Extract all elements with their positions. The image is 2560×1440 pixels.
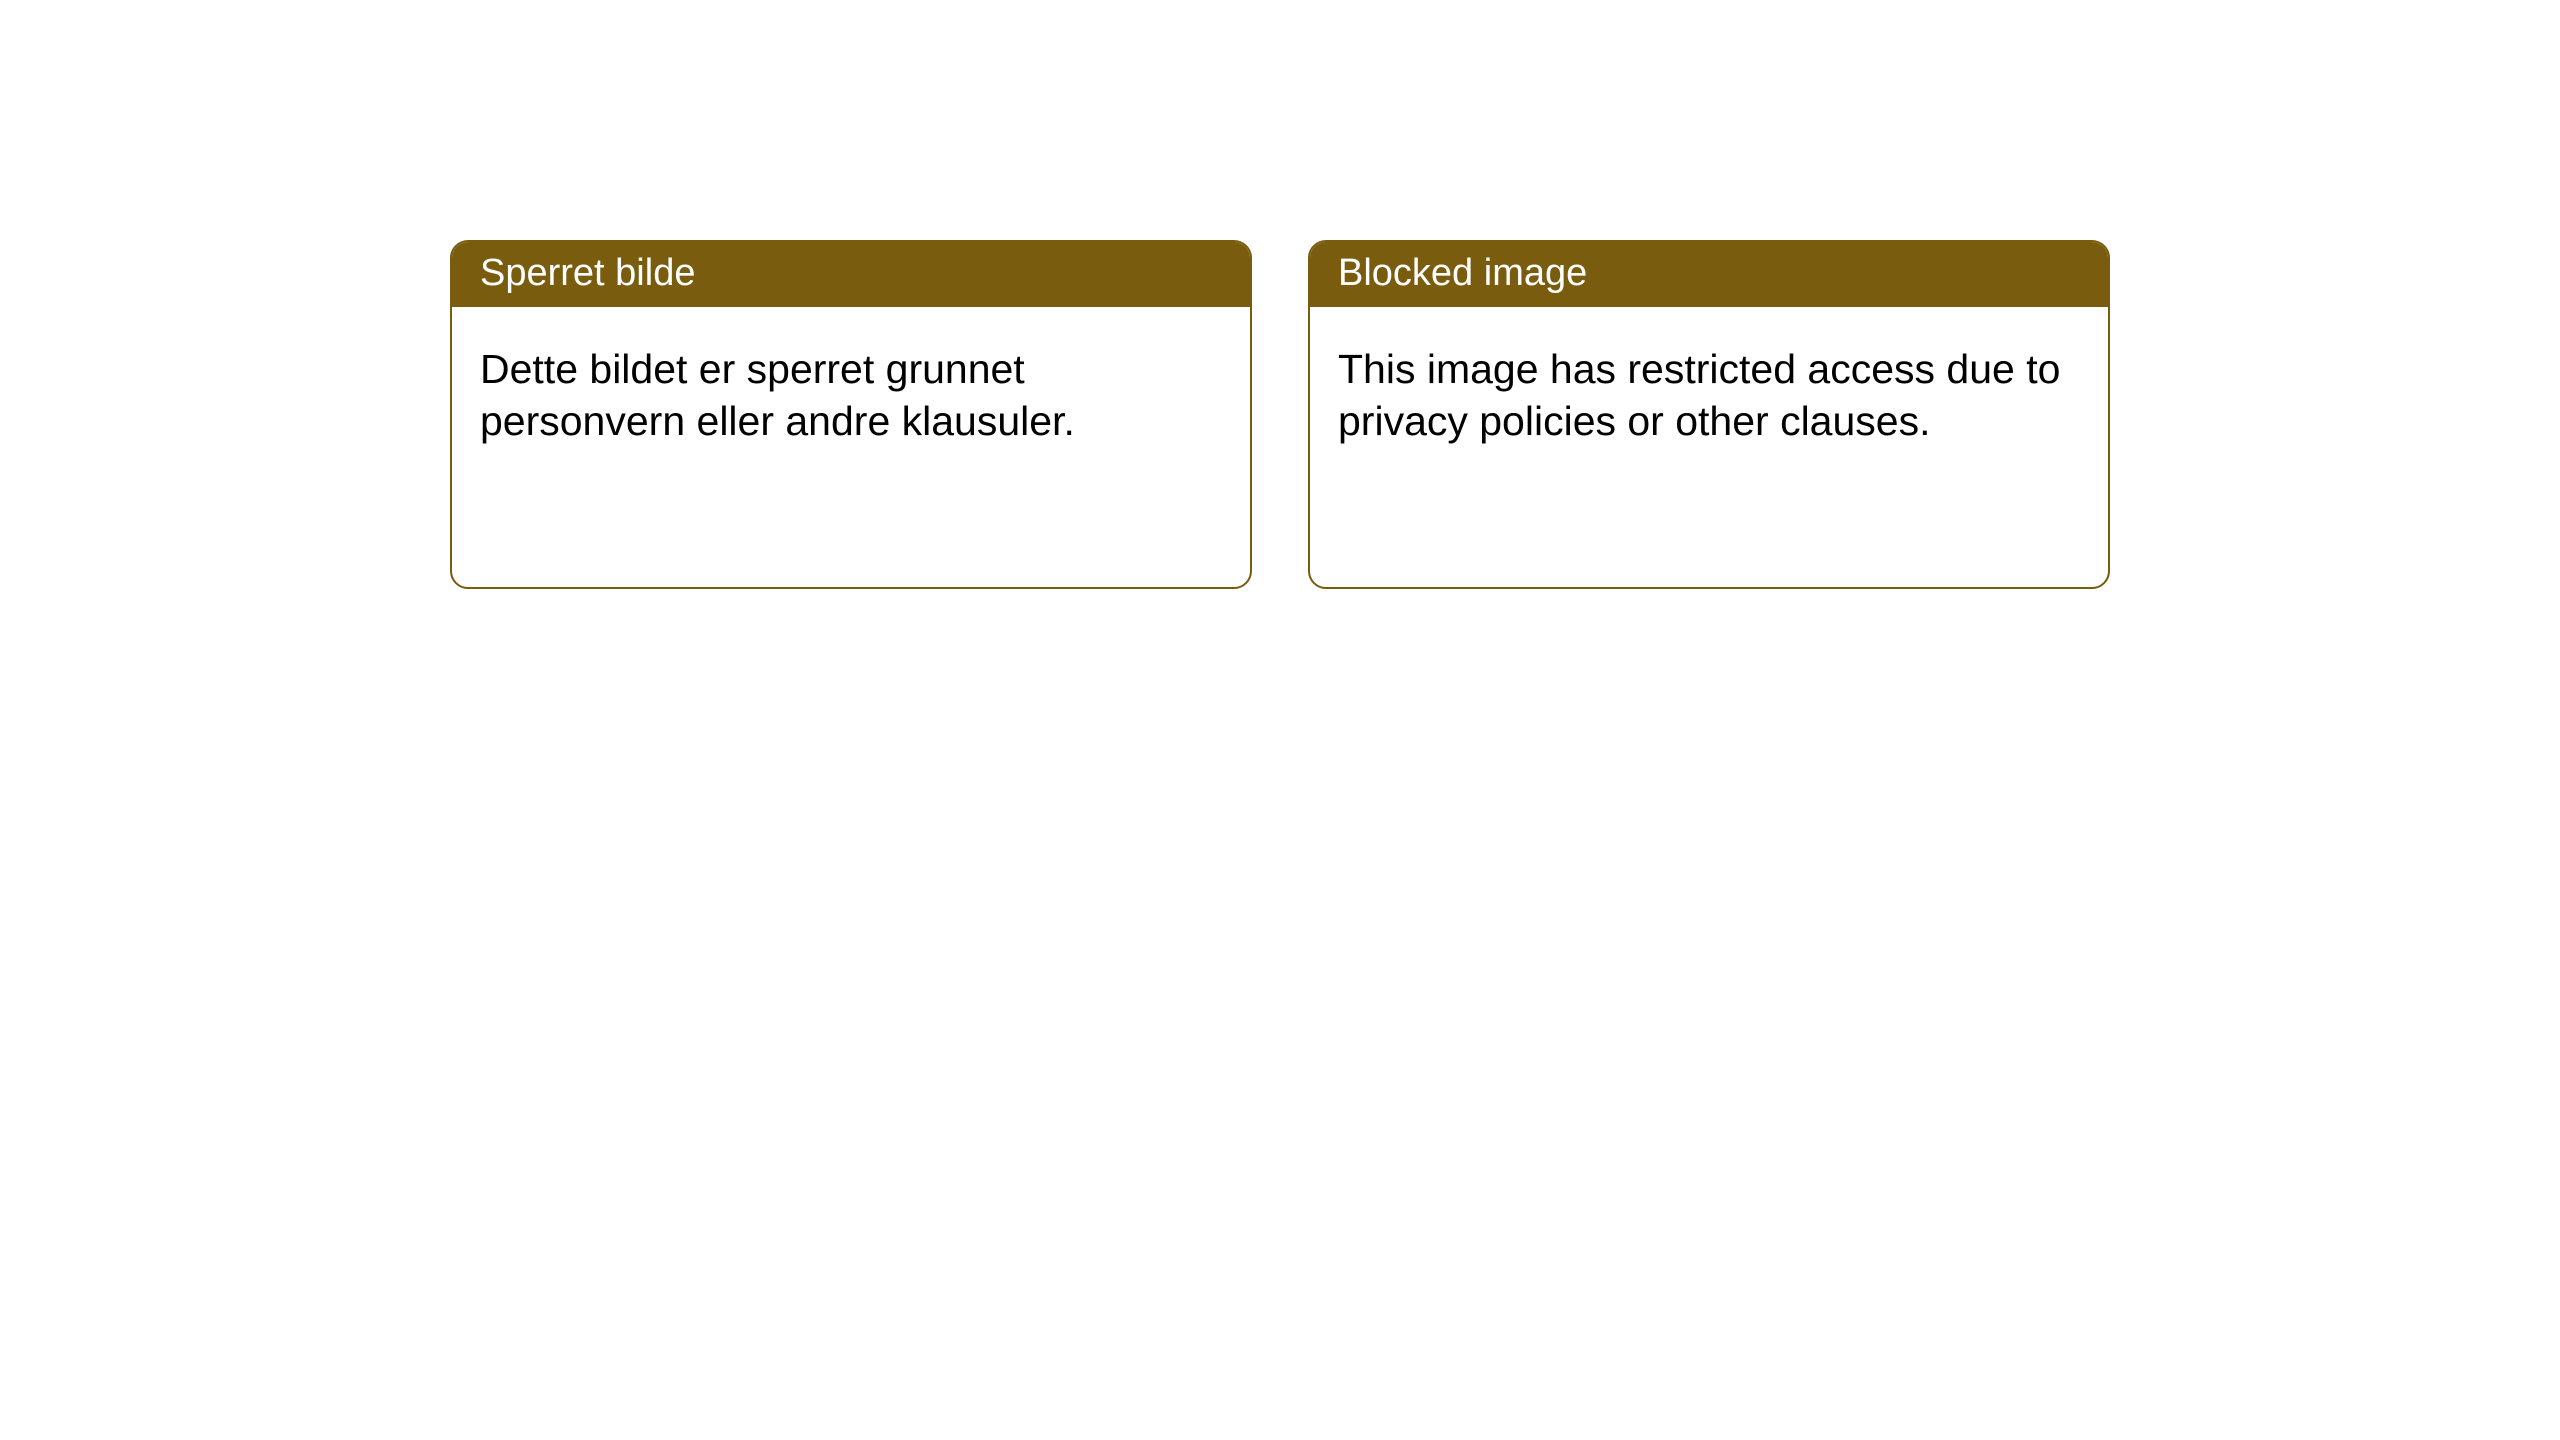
card-body: Dette bildet er sperret grunnet personve… bbox=[452, 307, 1250, 587]
card-title: Sperret bilde bbox=[480, 252, 695, 294]
blocked-image-card-en: Blocked image This image has restricted … bbox=[1308, 240, 2110, 589]
cards-container: Sperret bilde Dette bildet er sperret gr… bbox=[450, 240, 2560, 589]
card-header: Blocked image bbox=[1310, 242, 2108, 307]
blocked-image-card-no: Sperret bilde Dette bildet er sperret gr… bbox=[450, 240, 1252, 589]
card-header: Sperret bilde bbox=[452, 242, 1250, 307]
card-body: This image has restricted access due to … bbox=[1310, 307, 2108, 587]
card-title: Blocked image bbox=[1338, 252, 1587, 294]
card-message: This image has restricted access due to … bbox=[1338, 346, 2060, 444]
card-message: Dette bildet er sperret grunnet personve… bbox=[480, 346, 1075, 444]
